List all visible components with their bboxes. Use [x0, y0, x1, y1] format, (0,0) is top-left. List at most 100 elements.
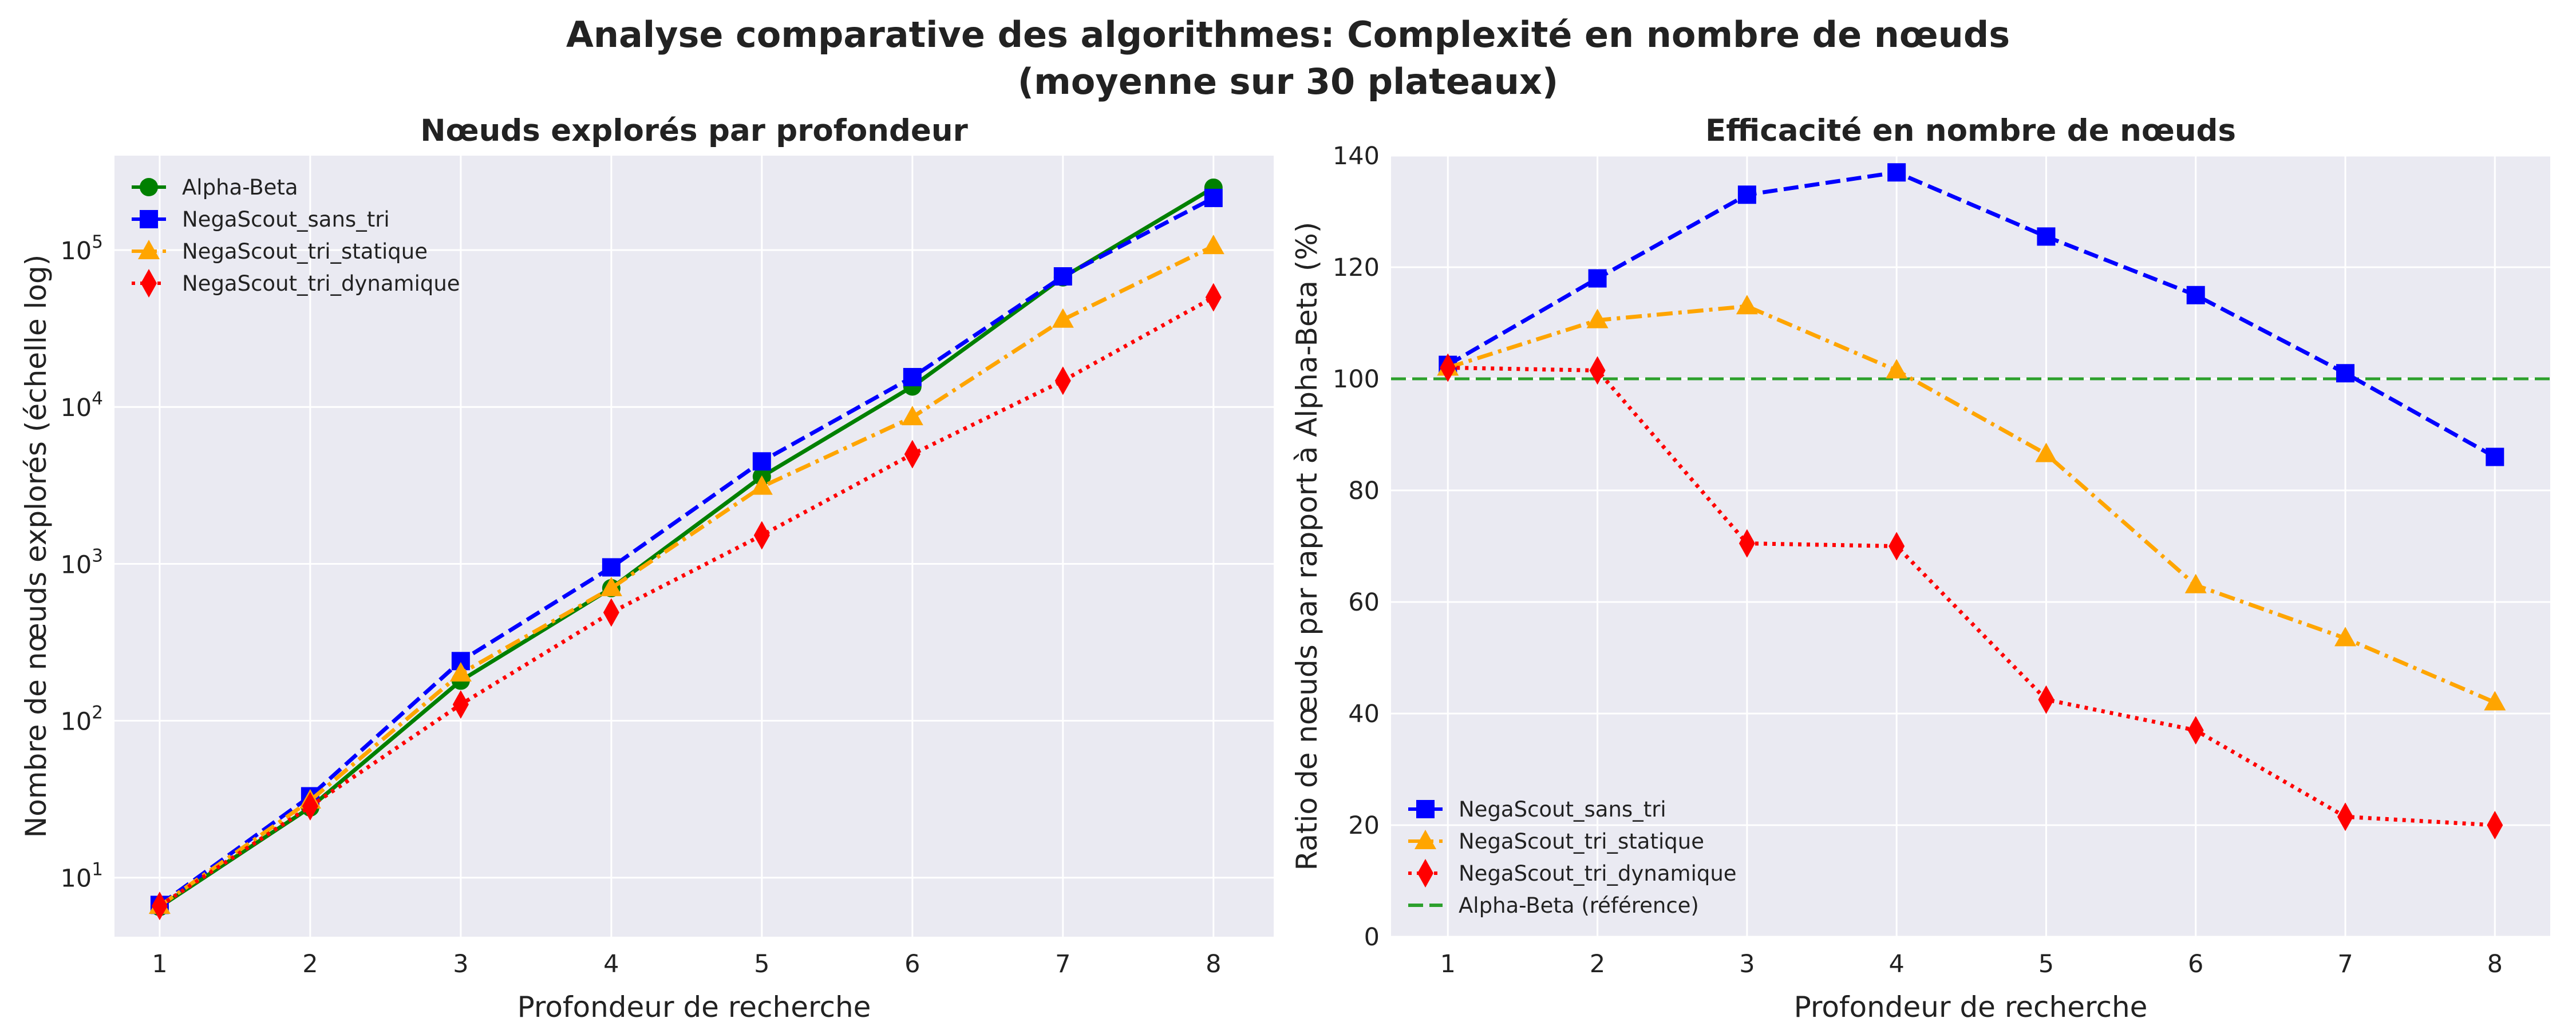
legend: Alpha-Beta NegaScout_sans_tri NegaScout_tr… — [132, 175, 460, 298]
data-point — [2037, 227, 2056, 246]
legend-marker — [1415, 830, 1436, 849]
legend-label: NegaScout_tri_dynamique — [1459, 861, 1737, 886]
data-point — [1886, 359, 1908, 379]
y-axis-label: Ratio de nœuds par rapport à Alpha-Beta … — [1290, 222, 1323, 871]
x-axis-label: Profondeur de recherche — [1794, 991, 2148, 1024]
y-tick-base: 10 — [61, 550, 92, 579]
legend-label: NegaScout_tri_statique — [182, 239, 428, 264]
data-point — [1440, 353, 1456, 382]
x-tick-label: 8 — [2487, 950, 2503, 978]
data-point — [1737, 185, 1756, 204]
figure-title-line-2: (moyenne sur 30 plateaux) — [1017, 61, 1559, 102]
data-point — [904, 439, 920, 469]
data-point — [903, 368, 922, 387]
legend-marker — [140, 210, 158, 228]
x-tick-label: 7 — [1055, 950, 1070, 978]
x-tick-label: 6 — [2188, 950, 2203, 978]
y-tick-label: 20 — [1348, 811, 1380, 840]
series-negascout-tri-dynamique — [1440, 353, 2503, 839]
y-tick-label: 102 — [61, 703, 103, 736]
data-point — [901, 406, 923, 426]
x-axis-label: Profondeur de recherche — [517, 991, 871, 1024]
legend-label: NegaScout_tri_dynamique — [182, 271, 460, 296]
y-axis-label: Nombre de nœuds explorés (échelle log) — [19, 255, 53, 838]
series-line — [1447, 170, 2496, 459]
legend-marker — [140, 178, 158, 196]
data-point — [2337, 802, 2354, 831]
legend-label: NegaScout_sans_tri — [182, 207, 390, 232]
data-point — [602, 558, 621, 577]
data-point — [753, 521, 770, 550]
x-tick-label: 2 — [1590, 950, 1605, 978]
data-point — [2187, 716, 2204, 745]
legend-marker — [1417, 859, 1433, 888]
data-point — [1052, 308, 1074, 328]
data-point — [2038, 685, 2055, 714]
data-point — [2336, 364, 2355, 383]
legend-marker — [141, 269, 157, 298]
data-point — [2487, 811, 2503, 839]
figure-title-line-1: Analyse comparative des algorithmes: Com… — [566, 14, 2010, 56]
y-tick-exponent: 4 — [92, 389, 103, 409]
x-tick-label: 4 — [603, 950, 619, 978]
data-point — [452, 690, 469, 719]
x-tick-label: 3 — [1739, 950, 1755, 978]
data-point — [600, 576, 622, 596]
data-point — [1202, 235, 1224, 255]
y-tick-base: 10 — [61, 865, 92, 893]
x-tick-label: 2 — [302, 950, 318, 978]
series-negascout-tri-dynamique — [151, 283, 1222, 921]
series-line — [158, 196, 1215, 907]
x-tick-label: 6 — [904, 950, 920, 978]
data-point — [151, 892, 168, 921]
series-line — [158, 244, 1215, 908]
series-line — [1447, 304, 2496, 704]
data-point — [603, 598, 619, 627]
series-negascout-sans-tri — [1439, 163, 2504, 466]
y-tick-label: 0 — [1364, 923, 1380, 952]
data-point — [2186, 286, 2205, 304]
data-point — [750, 475, 773, 495]
data-point — [1205, 283, 1222, 312]
data-point — [2035, 442, 2057, 462]
data-point — [1204, 188, 1223, 207]
data-point — [1888, 532, 1905, 561]
y-tick-label: 60 — [1348, 588, 1380, 617]
legend-label: Alpha-Beta — [182, 175, 298, 200]
legend-label: NegaScout_tri_statique — [1459, 829, 1704, 854]
y-tick-label: 80 — [1348, 477, 1380, 505]
y-tick-label: 104 — [61, 389, 103, 422]
data-point — [752, 452, 771, 471]
y-tick-exponent: 3 — [92, 545, 103, 566]
x-tick-label: 3 — [453, 950, 468, 978]
legend-label: NegaScout_sans_tri — [1459, 797, 1666, 822]
legend-marker — [1416, 800, 1435, 818]
data-point — [1054, 366, 1071, 395]
x-tick-label: 7 — [2337, 950, 2353, 978]
legend-marker — [138, 240, 160, 259]
y-tick-base: 10 — [61, 394, 92, 422]
data-point — [2486, 447, 2504, 466]
data-point — [1887, 163, 1906, 182]
data-point — [2184, 573, 2207, 593]
data-point — [2334, 627, 2357, 647]
y-tick-exponent: 5 — [92, 232, 103, 252]
data-point — [1739, 529, 1755, 558]
legend: NegaScout_sans_tri NegaScout_tri_statique… — [1408, 797, 1737, 918]
y-tick-label: 120 — [1333, 253, 1380, 282]
y-tick-exponent: 2 — [92, 703, 103, 723]
data-point — [1053, 267, 1072, 286]
y-tick-base: 10 — [61, 237, 92, 266]
x-tick-label: 1 — [1440, 950, 1456, 978]
x-tick-label: 5 — [754, 950, 769, 978]
x-tick-label: 5 — [2038, 950, 2054, 978]
figure-title: Analyse comparative des algorithmes: Com… — [0, 11, 2576, 105]
y-tick-label: 100 — [1333, 365, 1380, 394]
x-tick-label: 4 — [1888, 950, 1904, 978]
legend-label: Alpha-Beta (référence) — [1459, 893, 1699, 918]
x-tick-label: 8 — [1206, 950, 1221, 978]
data-point — [1588, 269, 1607, 288]
